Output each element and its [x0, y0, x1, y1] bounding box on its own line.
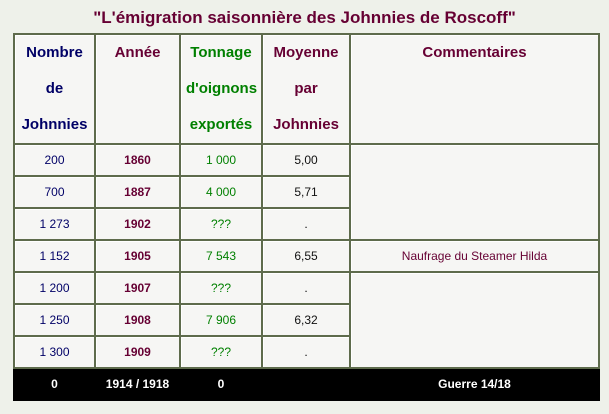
table-cell: 7 906 [179, 303, 263, 337]
table-cell: 1907 [94, 271, 181, 305]
table-cell: . [261, 271, 351, 305]
table-cell: ??? [179, 207, 263, 241]
table-cell: 1 250 [13, 303, 96, 337]
header-row: Nombre de Johnnies Année Tonnage d'oigno… [13, 33, 600, 145]
table-row: 200 1860 1 000 5,00 [13, 143, 600, 241]
table-cell: . [261, 335, 351, 369]
table-cell: 5,00 [261, 143, 351, 177]
table-row: 1 152 1905 7 543 6,55 Naufrage du Steamer Hi… [13, 239, 600, 273]
comment-cell: Naufrage du Steamer Hilda [349, 239, 600, 273]
table-cell: 7 543 [179, 239, 263, 273]
header-cell: Commentaires [349, 33, 600, 145]
table-cell: 1905 [94, 239, 181, 273]
table-cell: 1908 [94, 303, 181, 337]
table-cell: 200 [13, 143, 96, 177]
header-cell: Année [94, 33, 181, 145]
table-cell: 6,55 [261, 239, 351, 273]
comment-cell [349, 271, 600, 369]
table-cell: 1 000 [179, 143, 263, 177]
page-title: "L'émigration saisonnière des Johnnies d… [93, 8, 516, 27]
table-cell: 1 200 [13, 271, 96, 305]
table-row: 1 273 1902???. [13, 207, 599, 241]
table-row: 1 200 1907???. [13, 271, 600, 369]
table-cell: 1860 [94, 143, 181, 177]
table-cell: 5,71 [261, 175, 351, 209]
table-cell: 1902 [94, 207, 181, 241]
table-cell: 4 000 [179, 175, 263, 209]
table-cell: 700 [13, 175, 96, 209]
table-cell: 1 273 [13, 207, 96, 241]
table-cell: 1 300 [13, 335, 96, 369]
data-table: Nombre de Johnnies Année Tonnage d'oigno… [13, 33, 600, 401]
table-cell: ??? [179, 335, 263, 369]
table-cell: 1914 / 1918 [94, 367, 181, 401]
table-row: 1 300 1909???. [13, 335, 599, 369]
table-row: 700 1887 4 000 5,71 [13, 175, 599, 209]
table-cell: 0 [13, 367, 96, 401]
table-cell: 6,32 [261, 303, 351, 337]
header-cell: Nombre de Johnnies [13, 33, 96, 145]
table-cell: ??? [179, 271, 263, 305]
comment-cell: Guerre 14/18 [349, 367, 600, 401]
header-cell: Moyenne par Johnnies [261, 33, 351, 145]
table-cell: 0 [179, 367, 263, 401]
table-cell: 1887 [94, 175, 181, 209]
table-cell: 1909 [94, 335, 181, 369]
table-row: 1 250 1908 7 906 6,32 [13, 303, 599, 337]
table-cell: 1 152 [13, 239, 96, 273]
comment-cell [349, 143, 600, 241]
table-cell [261, 367, 351, 401]
table-row: 0 1914 / 1918 0 Guerre 14/18 [13, 367, 600, 401]
table-cell: . [261, 207, 351, 241]
header-cell: Tonnage d'oignons exportés [179, 33, 263, 145]
